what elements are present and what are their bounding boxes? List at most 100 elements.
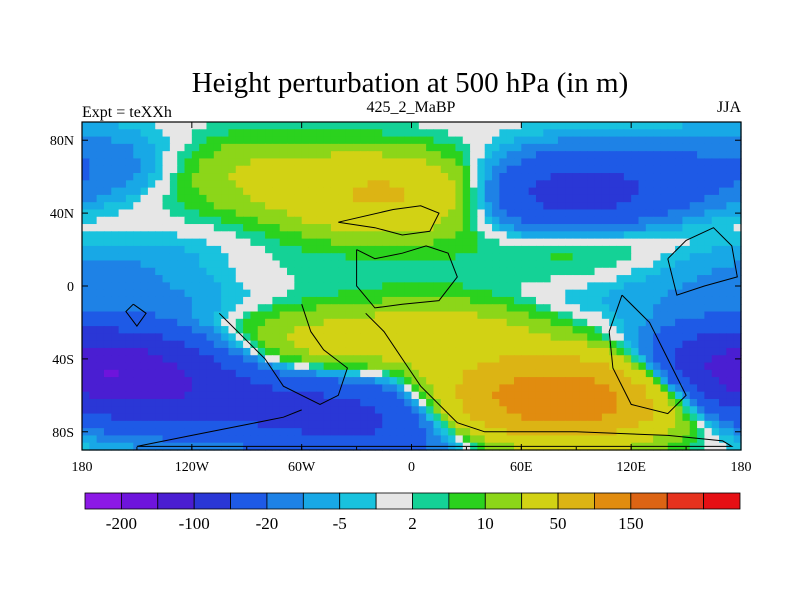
field-cell bbox=[719, 158, 727, 167]
field-cell bbox=[660, 224, 669, 232]
field-cell bbox=[594, 318, 603, 327]
field-cell bbox=[125, 209, 134, 218]
field-cell bbox=[550, 377, 559, 385]
field-cell bbox=[667, 326, 676, 334]
field-cell bbox=[499, 304, 508, 313]
field-cell bbox=[470, 318, 478, 327]
field-cell bbox=[682, 216, 691, 225]
field-cell bbox=[125, 143, 134, 152]
field-cell bbox=[448, 194, 457, 203]
field-cell bbox=[294, 391, 303, 400]
field-cell bbox=[389, 122, 398, 130]
field-cell bbox=[711, 377, 720, 385]
field-cell bbox=[689, 260, 698, 269]
field-cell bbox=[338, 435, 347, 444]
field-cell bbox=[653, 304, 662, 313]
field-cell bbox=[653, 158, 662, 167]
field-cell bbox=[257, 165, 266, 174]
field-cell bbox=[418, 136, 427, 145]
field-cell bbox=[682, 253, 691, 262]
field-cell bbox=[169, 398, 178, 407]
field-cell bbox=[418, 282, 427, 291]
field-cell bbox=[411, 289, 420, 298]
field-cell bbox=[133, 289, 142, 298]
field-cell bbox=[411, 362, 420, 371]
field-cell bbox=[499, 173, 508, 181]
field-cell bbox=[470, 391, 478, 400]
field-cell bbox=[338, 202, 347, 211]
field-cell bbox=[96, 282, 105, 291]
field-cell bbox=[550, 202, 559, 211]
field-cell bbox=[265, 245, 273, 254]
field-cell bbox=[506, 384, 515, 393]
field-cell bbox=[565, 151, 574, 160]
field-cell bbox=[565, 224, 574, 232]
field-cell bbox=[572, 362, 581, 371]
field-cell bbox=[206, 129, 215, 138]
field-cell bbox=[667, 238, 676, 247]
field-cell bbox=[711, 398, 720, 407]
field-cell bbox=[250, 187, 259, 196]
field-cell bbox=[462, 158, 471, 167]
field-cell bbox=[279, 122, 288, 130]
field-cell bbox=[352, 296, 361, 305]
field-cell bbox=[213, 122, 222, 130]
field-cell bbox=[162, 224, 171, 232]
field-cell bbox=[374, 377, 383, 385]
coastline-segment bbox=[608, 294, 687, 415]
field-cell bbox=[184, 333, 193, 342]
field-cell bbox=[697, 304, 705, 313]
field-cell bbox=[111, 267, 120, 276]
field-cell bbox=[675, 136, 684, 145]
field-cell bbox=[103, 442, 112, 451]
field-cell bbox=[177, 267, 186, 276]
field-cell bbox=[528, 253, 537, 262]
field-cell bbox=[96, 180, 105, 189]
field-cell bbox=[125, 377, 134, 385]
field-cell bbox=[125, 340, 134, 349]
field-cell bbox=[235, 304, 244, 313]
field-cell bbox=[103, 369, 112, 378]
field-cell bbox=[374, 362, 383, 371]
field-cell bbox=[521, 158, 530, 167]
field-cell bbox=[579, 173, 588, 181]
field-cell bbox=[111, 428, 120, 437]
field-cell bbox=[470, 122, 478, 130]
field-cell bbox=[719, 122, 727, 130]
field-cell bbox=[426, 413, 435, 422]
field-cell bbox=[111, 296, 120, 305]
field-cell bbox=[169, 158, 178, 167]
field-cell bbox=[499, 136, 508, 145]
field-cell bbox=[133, 194, 142, 203]
field-cell bbox=[177, 187, 186, 196]
field-cell bbox=[557, 391, 566, 400]
field-cell bbox=[514, 151, 522, 160]
field-cell bbox=[89, 340, 98, 349]
field-cell bbox=[587, 136, 596, 145]
field-cell bbox=[565, 391, 574, 400]
field-cell bbox=[352, 318, 361, 327]
field-cell bbox=[514, 238, 522, 247]
field-cell bbox=[521, 194, 530, 203]
field-cell bbox=[470, 296, 478, 305]
field-cell bbox=[360, 129, 369, 138]
field-cell bbox=[382, 194, 391, 203]
field-cell bbox=[506, 391, 515, 400]
field-cell bbox=[601, 253, 610, 262]
field-cell bbox=[323, 398, 332, 407]
field-cell bbox=[638, 347, 647, 356]
field-cell bbox=[601, 391, 610, 400]
field-cell bbox=[550, 216, 559, 225]
field-cell bbox=[601, 151, 610, 160]
field-cell bbox=[191, 406, 200, 415]
field-cell bbox=[367, 136, 376, 145]
field-cell bbox=[103, 245, 112, 254]
y-tick-label: 0 bbox=[67, 280, 74, 295]
field-cell bbox=[462, 333, 471, 342]
field-cell bbox=[250, 326, 259, 334]
field-cell bbox=[733, 340, 742, 349]
field-cell bbox=[82, 296, 90, 305]
field-cell bbox=[418, 289, 427, 298]
field-cell bbox=[455, 311, 464, 320]
field-cell bbox=[492, 296, 500, 305]
